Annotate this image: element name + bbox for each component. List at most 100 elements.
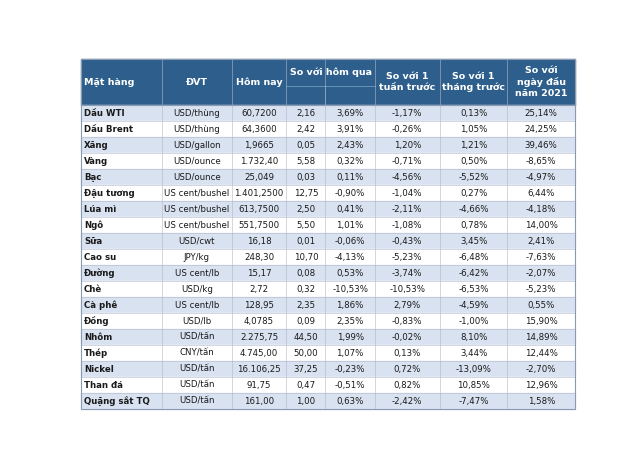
Text: 16,18: 16,18 — [247, 237, 271, 246]
Text: 3,44%: 3,44% — [460, 349, 487, 358]
Text: 10,70: 10,70 — [294, 253, 318, 262]
Text: USD/tấn: USD/tấn — [179, 397, 214, 406]
Text: 0,53%: 0,53% — [337, 269, 364, 278]
Text: USD/ounce: USD/ounce — [173, 173, 221, 182]
Text: Quặng sắt TQ: Quặng sắt TQ — [84, 396, 150, 407]
Text: 0,55%: 0,55% — [527, 301, 555, 310]
Text: 3,45%: 3,45% — [460, 237, 487, 246]
Text: -1,04%: -1,04% — [392, 189, 422, 198]
Text: Cà phê: Cà phê — [84, 301, 117, 310]
Text: -10,53%: -10,53% — [332, 285, 368, 294]
Text: 4,0785: 4,0785 — [244, 317, 274, 326]
Text: Nickel: Nickel — [84, 365, 114, 374]
Text: -2,07%: -2,07% — [526, 269, 556, 278]
Text: 15,90%: 15,90% — [525, 317, 557, 326]
Bar — [81, 169, 575, 185]
Text: Dầu Brent: Dầu Brent — [84, 125, 133, 134]
Text: -5,23%: -5,23% — [526, 285, 556, 294]
Text: 1,86%: 1,86% — [337, 301, 364, 310]
Text: 1,05%: 1,05% — [460, 125, 487, 134]
Text: Lúa mì: Lúa mì — [84, 205, 116, 214]
Text: Thép: Thép — [84, 349, 108, 358]
Text: USD/lb: USD/lb — [182, 317, 211, 326]
Text: 1,58%: 1,58% — [527, 397, 555, 406]
Text: US cent/lb: US cent/lb — [175, 301, 219, 310]
Text: 0,72%: 0,72% — [394, 365, 421, 374]
Text: USD/cwt: USD/cwt — [179, 237, 215, 246]
Text: 0,13%: 0,13% — [460, 109, 487, 118]
Text: 37,25: 37,25 — [294, 365, 318, 374]
Text: 0,32%: 0,32% — [337, 157, 364, 166]
Bar — [81, 377, 575, 394]
Text: 3,91%: 3,91% — [337, 125, 364, 134]
Text: 12,96%: 12,96% — [525, 381, 557, 390]
Text: USD/tấn: USD/tấn — [179, 381, 214, 390]
Text: 1,99%: 1,99% — [337, 333, 364, 342]
Text: 25,14%: 25,14% — [525, 109, 557, 118]
Text: US cent/bushel: US cent/bushel — [164, 205, 229, 214]
Text: USD/ounce: USD/ounce — [173, 157, 221, 166]
Bar — [81, 249, 575, 265]
Text: 0,13%: 0,13% — [394, 349, 421, 358]
Bar — [81, 361, 575, 377]
Text: 551,7500: 551,7500 — [239, 221, 280, 230]
Text: -4,59%: -4,59% — [458, 301, 489, 310]
Text: -0,02%: -0,02% — [392, 333, 422, 342]
Text: -1,00%: -1,00% — [458, 317, 489, 326]
Text: -0,23%: -0,23% — [335, 365, 365, 374]
Text: 0,32: 0,32 — [296, 285, 316, 294]
Text: 1.732,40: 1.732,40 — [240, 157, 278, 166]
Text: -1,08%: -1,08% — [392, 221, 422, 230]
Text: -0,26%: -0,26% — [392, 125, 422, 134]
Text: Vàng: Vàng — [84, 157, 108, 166]
Text: 91,75: 91,75 — [247, 381, 271, 390]
Text: 2,79%: 2,79% — [394, 301, 421, 310]
Text: Bạc: Bạc — [84, 173, 101, 182]
Text: USD/tấn: USD/tấn — [179, 365, 214, 374]
Text: 2,35%: 2,35% — [337, 317, 364, 326]
Text: 1,20%: 1,20% — [394, 141, 421, 150]
Text: Cao su: Cao su — [84, 253, 116, 262]
Text: 0,78%: 0,78% — [460, 221, 487, 230]
Text: 8,10%: 8,10% — [460, 333, 487, 342]
Text: Mặt hàng: Mặt hàng — [84, 78, 134, 86]
Text: 2,42: 2,42 — [296, 125, 316, 134]
Text: -4,97%: -4,97% — [526, 173, 556, 182]
Text: 2,35: 2,35 — [296, 301, 316, 310]
Text: -5,52%: -5,52% — [458, 173, 489, 182]
Text: 0,08: 0,08 — [296, 269, 316, 278]
Text: 64,3600: 64,3600 — [241, 125, 277, 134]
Text: 6,44%: 6,44% — [527, 189, 555, 198]
Text: 0,09: 0,09 — [296, 317, 316, 326]
Text: 1,9665: 1,9665 — [244, 141, 274, 150]
Text: US cent/lb: US cent/lb — [175, 269, 219, 278]
Text: Sữa: Sữa — [84, 237, 102, 246]
Text: 613,7500: 613,7500 — [239, 205, 280, 214]
Text: Than đá: Than đá — [84, 381, 123, 390]
Text: USD/gallon: USD/gallon — [173, 141, 221, 150]
Text: -2,42%: -2,42% — [392, 397, 422, 406]
Text: -8,65%: -8,65% — [526, 157, 556, 166]
Bar — [81, 185, 575, 201]
Text: -0,43%: -0,43% — [392, 237, 422, 246]
Text: -4,56%: -4,56% — [392, 173, 422, 182]
Text: 25,049: 25,049 — [244, 173, 274, 182]
Text: 5,50: 5,50 — [296, 221, 316, 230]
Text: 16.106,25: 16.106,25 — [237, 365, 281, 374]
Text: Hôm nay: Hôm nay — [236, 77, 282, 87]
Text: 2,50: 2,50 — [296, 205, 316, 214]
Text: Dầu WTI: Dầu WTI — [84, 109, 125, 118]
Text: -10,53%: -10,53% — [389, 285, 426, 294]
Text: 0,01: 0,01 — [296, 237, 316, 246]
Bar — [81, 281, 575, 298]
Text: 248,30: 248,30 — [244, 253, 274, 262]
Text: Đường: Đường — [84, 268, 115, 278]
Text: US cent/bushel: US cent/bushel — [164, 221, 229, 230]
Text: -6,48%: -6,48% — [458, 253, 489, 262]
Text: -1,17%: -1,17% — [392, 109, 422, 118]
Bar — [81, 298, 575, 313]
Text: 0,47: 0,47 — [296, 381, 316, 390]
Bar — [81, 346, 575, 361]
Text: -2,70%: -2,70% — [526, 365, 556, 374]
Text: 0,03: 0,03 — [296, 173, 316, 182]
